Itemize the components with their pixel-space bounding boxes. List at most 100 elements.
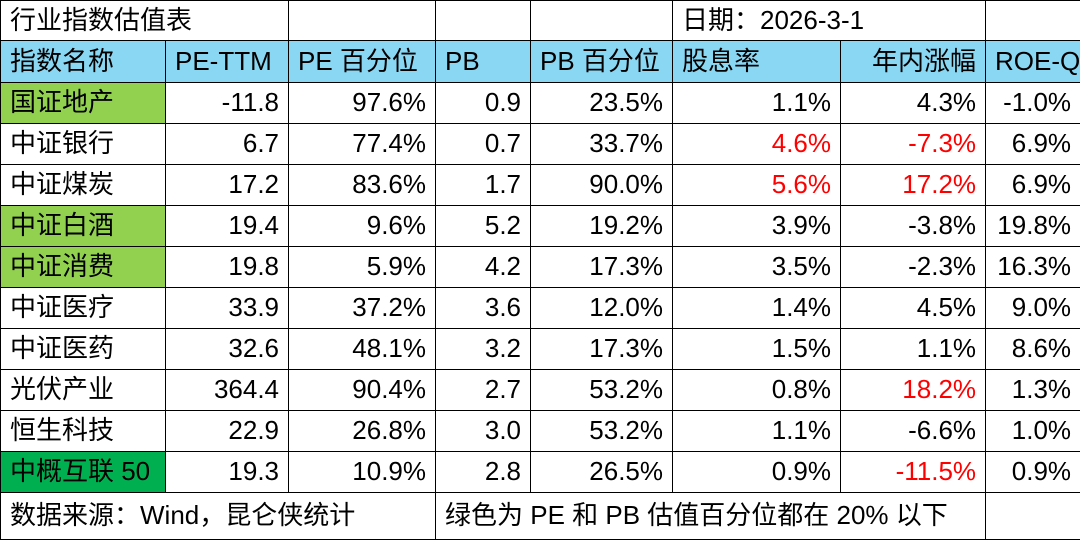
cell-pe-percentile: 48.1% (289, 329, 436, 370)
cell-pe-percentile: 10.9% (289, 452, 436, 493)
cell-pe-ttm: 33.9 (166, 288, 289, 329)
cell-pb-percentile: 17.3% (531, 329, 673, 370)
cell-dividend-yield: 3.9% (673, 206, 841, 247)
cell-pe-ttm: 19.4 (166, 206, 289, 247)
cell-ytd-change: -7.3% (841, 124, 986, 165)
cell-roe-q3: 9.0% (986, 288, 1080, 329)
cell-pe-percentile: 90.4% (289, 370, 436, 411)
column-header-ytd-change[interactable]: 年内涨幅 (841, 41, 986, 83)
title-row-blank-2 (436, 1, 531, 41)
column-header-pe-percentile[interactable]: PE 百分位 (289, 41, 436, 83)
cell-ytd-change: -2.3% (841, 247, 986, 288)
cell-pb-percentile: 33.7% (531, 124, 673, 165)
cell-roe-q3: 1.3% (986, 370, 1080, 411)
cell-pb-percentile: 12.0% (531, 288, 673, 329)
table-row: 中证银行 6.7 77.4% 0.7 33.7% 4.6% -7.3% 6.9% (1, 124, 1080, 165)
cell-dividend-yield: 0.9% (673, 452, 841, 493)
cell-index-name[interactable]: 中证白酒 (1, 206, 166, 247)
cell-pb: 0.7 (436, 124, 531, 165)
spreadsheet-sheet: 行业指数估值表 日期：2026-3-1 指数名称 PE-TTM PE 百分位 P… (0, 0, 1080, 529)
cell-pe-ttm: 32.6 (166, 329, 289, 370)
cell-pe-ttm: 22.9 (166, 411, 289, 452)
cell-roe-q3: -1.0% (986, 83, 1080, 124)
cell-pb-percentile: 17.3% (531, 247, 673, 288)
cell-pe-percentile: 26.8% (289, 411, 436, 452)
cell-roe-q3: 0.9% (986, 452, 1080, 493)
cell-pb: 2.8 (436, 452, 531, 493)
cell-pe-percentile: 9.6% (289, 206, 436, 247)
cell-pb-percentile: 23.5% (531, 83, 673, 124)
column-header-pe-ttm[interactable]: PE-TTM (166, 41, 289, 83)
cell-pe-percentile: 83.6% (289, 165, 436, 206)
cell-pb: 2.7 (436, 370, 531, 411)
cell-dividend-yield: 1.1% (673, 83, 841, 124)
cell-pe-ttm: 364.4 (166, 370, 289, 411)
title-row-blank-3 (531, 1, 673, 41)
cell-ytd-change: 4.5% (841, 288, 986, 329)
cell-pb: 5.2 (436, 206, 531, 247)
title-row-blank-1 (289, 1, 436, 41)
cell-roe-q3: 6.9% (986, 124, 1080, 165)
footer-source: 数据来源：Wind，昆仑侠统计 (1, 493, 436, 540)
cell-roe-q3: 1.0% (986, 411, 1080, 452)
cell-index-name[interactable]: 中证医药 (1, 329, 166, 370)
cell-ytd-change: 17.2% (841, 165, 986, 206)
cell-index-name[interactable]: 中概互联 50 (1, 452, 166, 493)
cell-ytd-change: -11.5% (841, 452, 986, 493)
cell-index-name[interactable]: 恒生科技 (1, 411, 166, 452)
table-row: 中证医疗 33.9 37.2% 3.6 12.0% 1.4% 4.5% 9.0% (1, 288, 1080, 329)
footer-legend: 绿色为 PE 和 PB 估值百分位都在 20% 以下 (436, 493, 986, 540)
cell-pe-ttm: 19.8 (166, 247, 289, 288)
cell-roe-q3: 19.8% (986, 206, 1080, 247)
column-header-name[interactable]: 指数名称 (1, 41, 166, 83)
cell-pe-ttm: 17.2 (166, 165, 289, 206)
table-row: 中证煤炭 17.2 83.6% 1.7 90.0% 5.6% 17.2% 6.9… (1, 165, 1080, 206)
cell-pb: 4.2 (436, 247, 531, 288)
cell-ytd-change: 18.2% (841, 370, 986, 411)
cell-pe-percentile: 37.2% (289, 288, 436, 329)
cell-ytd-change: -3.8% (841, 206, 986, 247)
table-row: 中证医药 32.6 48.1% 3.2 17.3% 1.5% 1.1% 8.6% (1, 329, 1080, 370)
table-header-row: 指数名称 PE-TTM PE 百分位 PB PB 百分位 股息率 年内涨幅 RO… (1, 41, 1080, 83)
cell-dividend-yield: 5.6% (673, 165, 841, 206)
cell-pe-ttm: 6.7 (166, 124, 289, 165)
cell-ytd-change: 4.3% (841, 83, 986, 124)
column-header-dividend-yield[interactable]: 股息率 (673, 41, 841, 83)
cell-dividend-yield: 1.5% (673, 329, 841, 370)
table-row: 国证地产 -11.8 97.6% 0.9 23.5% 1.1% 4.3% -1.… (1, 83, 1080, 124)
cell-pe-ttm: 19.3 (166, 452, 289, 493)
footer-row: 数据来源：Wind，昆仑侠统计 绿色为 PE 和 PB 估值百分位都在 20% … (1, 493, 1080, 540)
column-header-pb-percentile[interactable]: PB 百分位 (531, 41, 673, 83)
cell-index-name[interactable]: 中证煤炭 (1, 165, 166, 206)
cell-roe-q3: 6.9% (986, 165, 1080, 206)
cell-index-name[interactable]: 中证医疗 (1, 288, 166, 329)
cell-index-name[interactable]: 中证消费 (1, 247, 166, 288)
cell-pe-percentile: 77.4% (289, 124, 436, 165)
footer-blank (986, 493, 1080, 540)
cell-dividend-yield: 0.8% (673, 370, 841, 411)
column-header-roe-q3[interactable]: ROE-Q3 (986, 41, 1080, 83)
cell-pb: 3.2 (436, 329, 531, 370)
cell-dividend-yield: 3.5% (673, 247, 841, 288)
cell-roe-q3: 16.3% (986, 247, 1080, 288)
cell-dividend-yield: 4.6% (673, 124, 841, 165)
title-row-blank-4 (986, 1, 1080, 41)
cell-index-name[interactable]: 中证银行 (1, 124, 166, 165)
cell-ytd-change: 1.1% (841, 329, 986, 370)
cell-pb-percentile: 26.5% (531, 452, 673, 493)
cell-pe-percentile: 5.9% (289, 247, 436, 288)
cell-pb: 1.7 (436, 165, 531, 206)
cell-pe-percentile: 97.6% (289, 83, 436, 124)
cell-pe-ttm: -11.8 (166, 83, 289, 124)
cell-index-name[interactable]: 国证地产 (1, 83, 166, 124)
report-date: 日期：2026-3-1 (673, 1, 986, 41)
cell-dividend-yield: 1.1% (673, 411, 841, 452)
table-row: 中证消费 19.8 5.9% 4.2 17.3% 3.5% -2.3% 16.3… (1, 247, 1080, 288)
cell-pb-percentile: 53.2% (531, 411, 673, 452)
table-row: 中证白酒 19.4 9.6% 5.2 19.2% 3.9% -3.8% 19.8… (1, 206, 1080, 247)
cell-pb: 0.9 (436, 83, 531, 124)
cell-index-name[interactable]: 光伏产业 (1, 370, 166, 411)
column-header-pb[interactable]: PB (436, 41, 531, 83)
